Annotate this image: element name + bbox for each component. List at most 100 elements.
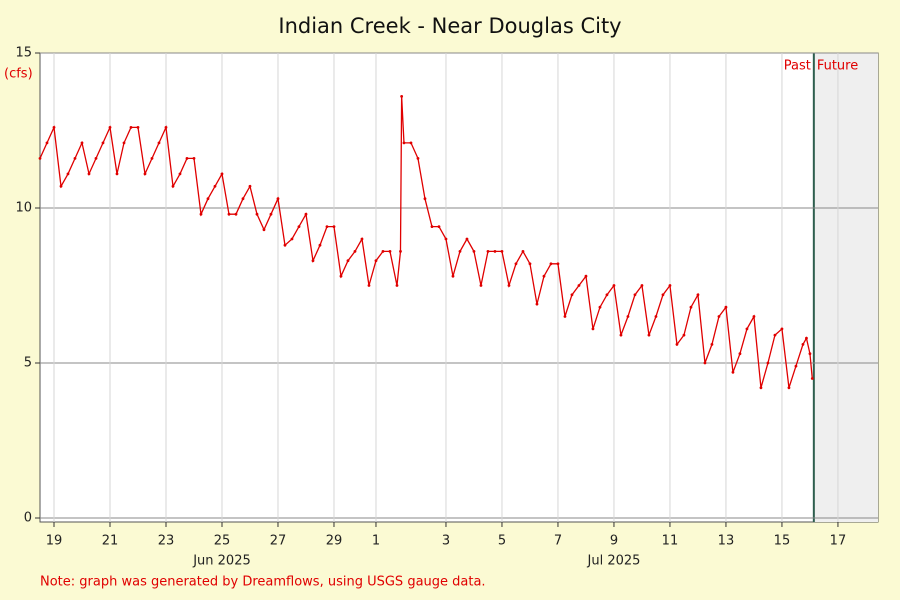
data-point — [262, 228, 266, 232]
data-point — [465, 237, 469, 241]
data-point — [605, 293, 609, 297]
data-point — [171, 184, 175, 188]
y-axis-label: (cfs) — [4, 67, 33, 82]
data-point — [507, 284, 511, 287]
data-point — [353, 250, 357, 253]
data-point — [367, 284, 371, 287]
data-point — [549, 262, 553, 266]
data-point — [234, 212, 238, 216]
data-point — [185, 157, 189, 160]
data-point — [535, 302, 539, 306]
data-point — [290, 237, 294, 241]
data-point — [199, 212, 203, 216]
past-label: Past — [784, 59, 811, 74]
data-point — [115, 172, 119, 176]
data-point — [500, 250, 504, 253]
x-tick-label: 1 — [372, 534, 380, 549]
data-point — [801, 343, 805, 346]
data-point — [52, 126, 56, 129]
future-region — [813, 53, 878, 522]
data-point — [451, 274, 455, 278]
data-point — [108, 126, 112, 129]
data-point — [227, 212, 231, 216]
data-point — [73, 157, 77, 160]
data-point — [808, 352, 812, 356]
data-point — [94, 157, 98, 160]
x-tick-label: 21 — [102, 534, 119, 549]
data-point — [213, 184, 217, 188]
data-point — [479, 284, 483, 287]
data-point — [598, 305, 602, 309]
data-point — [164, 126, 168, 129]
chart-title: Indian Creek - Near Douglas City — [278, 14, 621, 38]
data-point — [192, 157, 196, 160]
data-point — [661, 293, 665, 297]
data-point — [59, 184, 63, 188]
data-point — [675, 343, 679, 346]
x-tick-label: 7 — [554, 534, 562, 549]
data-point — [423, 197, 427, 201]
data-point — [395, 284, 399, 287]
future-label: Future — [817, 59, 858, 74]
data-point — [640, 284, 644, 287]
plot-layer — [38, 52, 878, 522]
plot-area — [39, 52, 879, 523]
data-point — [696, 293, 700, 297]
data-point — [311, 259, 315, 263]
data-point — [773, 333, 777, 337]
data-point — [794, 364, 798, 368]
data-point — [101, 141, 105, 145]
data-point — [472, 250, 476, 253]
data-point — [400, 95, 404, 98]
data-point — [360, 237, 364, 241]
data-point — [458, 250, 462, 253]
data-point — [430, 225, 434, 229]
data-point — [556, 262, 560, 266]
data-point — [178, 172, 182, 176]
month-label: Jul 2025 — [587, 554, 641, 569]
data-point — [304, 212, 308, 216]
data-point — [241, 197, 245, 201]
data-point — [402, 141, 406, 145]
data-point — [703, 361, 707, 365]
data-point — [805, 336, 808, 340]
data-point — [493, 250, 497, 253]
data-point — [766, 361, 770, 365]
x-tick-label: 9 — [610, 534, 618, 549]
data-point — [332, 225, 336, 229]
data-point — [717, 315, 721, 318]
data-point — [486, 250, 490, 253]
y-tick-label: 10 — [15, 201, 32, 216]
data-point — [810, 377, 814, 380]
data-point — [346, 259, 350, 263]
data-point — [654, 315, 658, 318]
x-tick-label: 29 — [326, 534, 343, 549]
data-point — [269, 212, 273, 216]
data-point — [612, 284, 616, 287]
data-point — [150, 157, 154, 160]
data-point — [584, 274, 588, 278]
y-tick-label: 0 — [24, 511, 32, 526]
data-point — [206, 197, 210, 201]
data-point — [157, 141, 161, 145]
data-point — [745, 327, 749, 331]
data-point — [542, 274, 546, 278]
month-label: Jun 2025 — [192, 554, 251, 569]
data-point — [633, 293, 637, 297]
data-point — [731, 370, 735, 374]
data-point — [738, 352, 742, 356]
data-point — [38, 157, 42, 160]
data-point — [409, 141, 413, 145]
data-point — [724, 305, 728, 309]
data-point — [136, 126, 140, 129]
data-point — [591, 327, 595, 331]
data-point — [255, 212, 259, 216]
data-point — [143, 172, 147, 176]
data-point — [514, 262, 518, 266]
data-point — [381, 250, 385, 253]
data-point — [248, 184, 252, 188]
data-point — [647, 333, 651, 337]
x-tick-label: 25 — [214, 534, 231, 549]
